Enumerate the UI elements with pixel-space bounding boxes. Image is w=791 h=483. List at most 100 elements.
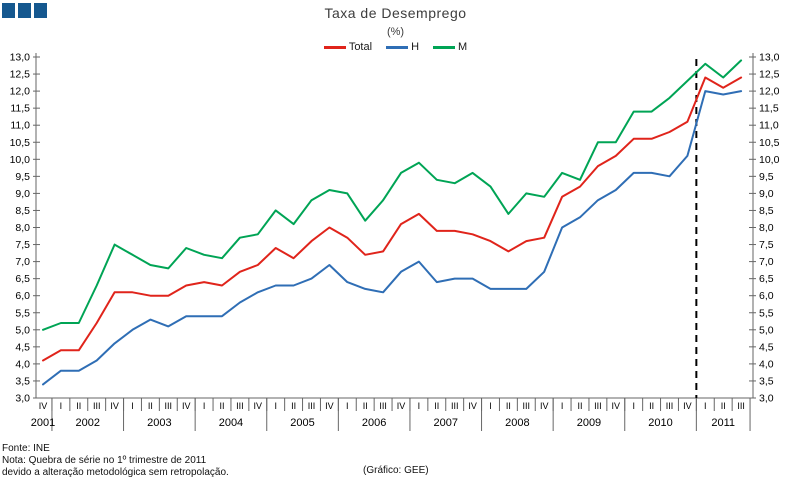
- quarter-label: III: [93, 401, 101, 411]
- logo-square-icon: [18, 3, 31, 18]
- quarter-label: III: [308, 401, 316, 411]
- y-tick-label-left: 8,5: [15, 205, 30, 217]
- quarter-label: II: [577, 401, 582, 411]
- legend-swatch-total: [323, 45, 346, 49]
- y-tick-label-right: 10,5: [759, 137, 780, 149]
- quarter-label: IV: [397, 401, 406, 411]
- quarter-label: I: [203, 401, 206, 411]
- quarter-label: IV: [110, 401, 119, 411]
- y-tick-label-right: 3,5: [759, 375, 774, 387]
- break-note-line2: devido a alteração metodológica sem retr…: [2, 467, 229, 478]
- quarter-label: III: [737, 401, 745, 411]
- quarter-label: III: [666, 401, 674, 411]
- y-tick-label-right: 6,5: [759, 273, 774, 285]
- y-tick-label-right: 4,5: [759, 341, 774, 353]
- year-label: 2002: [76, 417, 100, 429]
- legend-item-h: H: [386, 41, 419, 53]
- quarter-label: II: [363, 401, 368, 411]
- quarter-label: I: [632, 401, 635, 411]
- quarter-label: IV: [254, 401, 263, 411]
- y-tick-label-right: 7,0: [759, 256, 774, 268]
- y-tick-label-left: 13,0: [10, 52, 31, 64]
- legend-item-m: M: [433, 41, 467, 53]
- year-label: 2008: [505, 417, 529, 429]
- quarter-label: IV: [325, 401, 334, 411]
- y-tick-label-right: 13,0: [759, 52, 780, 64]
- y-tick-label-left: 6,5: [15, 273, 30, 285]
- quarter-label: I: [131, 401, 134, 411]
- y-tick-label-left: 5,5: [15, 307, 30, 319]
- y-tick-label-right: 11,0: [759, 120, 779, 132]
- y-tick-label-left: 8,0: [15, 222, 30, 234]
- chart-legend: Total H M: [0, 41, 791, 53]
- quarter-label: I: [489, 401, 492, 411]
- credit-note: (Gráfico: GEE): [363, 465, 429, 476]
- quarter-label: IV: [683, 401, 692, 411]
- year-label: 2001: [31, 417, 55, 429]
- quarter-label: IV: [612, 401, 621, 411]
- quarter-label: II: [721, 401, 726, 411]
- logo-square-icon: [34, 3, 47, 18]
- quarter-label: II: [76, 401, 81, 411]
- year-label: 2010: [648, 417, 672, 429]
- y-tick-label-left: 7,0: [15, 256, 30, 268]
- y-tick-label-right: 12,5: [759, 69, 780, 81]
- quarter-label: I: [60, 401, 63, 411]
- legend-label: H: [411, 41, 420, 53]
- series-line-h: [42, 90, 743, 386]
- quarter-label: IV: [39, 401, 48, 411]
- quarter-label: IV: [540, 401, 549, 411]
- y-tick-label-right: 8,5: [759, 205, 774, 217]
- y-tick-label-right: 3,0: [759, 393, 774, 405]
- quarter-label: I: [274, 401, 277, 411]
- quarter-label: II: [434, 401, 439, 411]
- y-tick-label-left: 6,0: [15, 290, 30, 302]
- series-line-m: [42, 59, 743, 331]
- quarter-label: III: [451, 401, 459, 411]
- quarter-label: II: [219, 401, 224, 411]
- year-label: 2006: [362, 417, 386, 429]
- y-tick-label-right: 9,0: [759, 188, 774, 200]
- y-tick-label-left: 3,5: [15, 375, 30, 387]
- y-tick-label-right: 7,5: [759, 239, 774, 251]
- legend-item-total: Total: [323, 41, 373, 53]
- y-tick-label-right: 8,0: [759, 222, 774, 234]
- legend-swatch-m: [433, 45, 456, 49]
- y-tick-label-right: 10,0: [759, 154, 780, 166]
- quarter-label: I: [346, 401, 349, 411]
- quarter-label: II: [291, 401, 296, 411]
- year-label: 2003: [147, 417, 171, 429]
- y-tick-label-right: 5,5: [759, 307, 774, 319]
- y-tick-label-right: 4,0: [759, 358, 774, 370]
- y-tick-label-left: 9,0: [15, 188, 30, 200]
- y-tick-label-right: 12,0: [759, 86, 780, 98]
- quarter-label: III: [594, 401, 602, 411]
- y-tick-label-left: 11,0: [10, 120, 30, 132]
- quarter-label: I: [704, 401, 707, 411]
- quarter-label: III: [165, 401, 173, 411]
- legend-label: Total: [348, 41, 373, 53]
- chart-subtitle: (%): [386, 26, 405, 38]
- series-line-total: [42, 76, 743, 362]
- quarter-label: II: [649, 401, 654, 411]
- page-title: Taxa de Desemprego: [324, 5, 467, 21]
- quarter-label: III: [523, 401, 531, 411]
- quarter-label: IV: [182, 401, 191, 411]
- quarter-label: III: [379, 401, 387, 411]
- quarter-label: I: [561, 401, 564, 411]
- y-tick-label-left: 10,5: [10, 137, 31, 149]
- y-tick-label-left: 3,0: [15, 393, 30, 405]
- y-tick-label-left: 4,0: [15, 358, 30, 370]
- y-tick-label-left: 4,5: [15, 341, 30, 353]
- year-label: 2004: [219, 417, 243, 429]
- quarter-label: II: [148, 401, 153, 411]
- y-tick-label-right: 11,5: [759, 103, 779, 115]
- y-tick-label-left: 9,5: [15, 171, 30, 183]
- quarter-label: III: [236, 401, 244, 411]
- quarter-label: I: [418, 401, 421, 411]
- year-label: 2005: [290, 417, 314, 429]
- year-label: 2007: [434, 417, 458, 429]
- legend-label: M: [458, 41, 468, 53]
